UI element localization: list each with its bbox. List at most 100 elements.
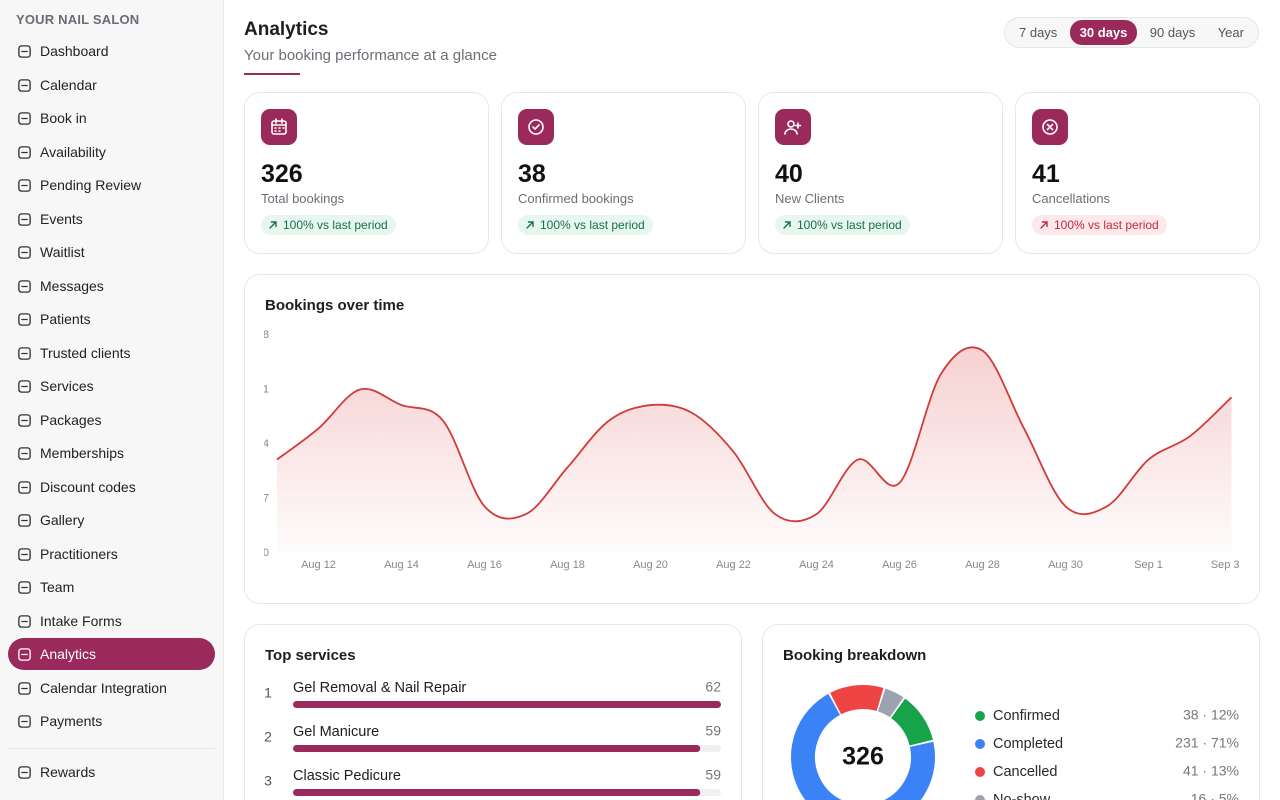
change-text: 100% vs last period <box>797 218 902 232</box>
chart-title: Bookings over time <box>265 297 405 314</box>
nav-item[interactable]: Dashboard <box>8 35 215 67</box>
icon <box>18 313 31 326</box>
icon <box>18 447 31 460</box>
stat-card: 326 Total bookings 100% vs last period <box>244 92 489 254</box>
icon <box>784 120 802 135</box>
trend-icon <box>269 221 277 229</box>
nav-item[interactable]: Rewards <box>8 756 215 788</box>
icon <box>18 246 31 259</box>
nav-item[interactable]: Intake Forms <box>8 605 215 637</box>
nav-label: Events <box>40 210 83 227</box>
icon <box>18 547 31 561</box>
divider <box>8 748 215 749</box>
icon <box>18 112 31 125</box>
range-option[interactable]: 7 days <box>1019 25 1058 40</box>
change-text: 100% vs last period <box>283 218 388 232</box>
stat-icon <box>261 109 297 145</box>
icon <box>18 480 31 494</box>
sidebar: YOUR NAIL SALON Dashboard Calendar Book in… <box>0 0 224 800</box>
stat-icon <box>518 109 554 145</box>
nav-label: Patients <box>40 311 91 327</box>
nav-item[interactable]: Payments <box>8 705 215 737</box>
icon <box>18 145 31 159</box>
nav-label: Messages <box>40 277 104 294</box>
nav-item[interactable]: Calendar Integration <box>8 672 215 704</box>
trend-icon <box>526 221 534 229</box>
chart-title: Top services <box>265 647 356 664</box>
stat-icon <box>775 109 811 145</box>
icon <box>18 681 31 695</box>
range-option[interactable]: 90 days <box>1149 25 1196 40</box>
nav-label: Rewards <box>40 764 96 780</box>
nav-label: Discount codes <box>40 478 136 495</box>
nav-label: Memberships <box>40 445 125 461</box>
stat-card: 38 Confirmed bookings 100% vs last period <box>501 92 746 254</box>
icon <box>18 279 31 293</box>
nav-item[interactable]: Pending Review <box>8 169 215 201</box>
nav-label: Gallery <box>40 512 85 528</box>
stat-value: 326 <box>261 160 303 188</box>
change-text: 100% vs last period <box>1054 218 1159 232</box>
change-text: 100% vs last period <box>540 218 645 232</box>
nav-item[interactable]: Calendar <box>8 69 215 101</box>
icon <box>18 380 31 393</box>
nav-label: Calendar Integration <box>40 679 167 696</box>
nav-item[interactable]: Patients <box>8 303 215 335</box>
nav-label: Services <box>40 378 94 394</box>
icon <box>18 614 31 628</box>
page-title: Analytics <box>244 19 329 40</box>
icon <box>18 715 31 728</box>
icon <box>18 648 31 661</box>
nav-item[interactable]: Trusted clients <box>8 337 215 369</box>
icon <box>271 118 287 135</box>
nav-item[interactable]: Analytics <box>8 638 215 670</box>
nav-label: Pending Review <box>40 177 142 193</box>
nav-label: Intake Forms <box>40 612 122 629</box>
page-subtitle: Your booking performance at a glance <box>244 47 497 64</box>
stat-value: 38 <box>518 160 546 188</box>
nav-item[interactable]: Messages <box>8 270 215 302</box>
nav-label: Dashboard <box>40 43 109 59</box>
nav-item[interactable]: Practitioners <box>8 538 215 570</box>
range-option[interactable]: Year <box>1217 25 1244 40</box>
top-services-card: Top services <box>244 624 742 800</box>
nav-item[interactable]: Packages <box>8 404 215 436</box>
trend-icon <box>783 221 791 229</box>
icon <box>18 581 31 594</box>
chart-title: Booking breakdown <box>783 647 927 664</box>
nav-label: Book in <box>40 110 87 126</box>
icon <box>18 346 31 360</box>
nav-label: Waitlist <box>40 244 85 260</box>
icon <box>18 45 31 58</box>
icon <box>18 766 31 779</box>
nav-item[interactable]: Services <box>8 370 215 402</box>
icon <box>18 179 31 192</box>
nav-label: Payments <box>40 713 103 729</box>
stat-value: 41 <box>1032 160 1060 188</box>
stat-label: Confirmed bookings <box>518 191 634 206</box>
nav-item[interactable]: Availability <box>8 136 215 168</box>
icon <box>528 119 544 135</box>
stat-card: 41 Cancellations 100% vs last period <box>1015 92 1260 254</box>
nav-item[interactable]: Gallery <box>8 504 215 536</box>
change-badge: 100% vs last period <box>518 215 653 235</box>
nav-label: Packages <box>40 411 102 428</box>
nav-item[interactable]: Discount codes <box>8 471 215 503</box>
range-option[interactable]: 30 days <box>1069 20 1138 45</box>
breakdown-card: Booking breakdown <box>762 624 1260 800</box>
stat-label: Total bookings <box>261 191 345 206</box>
title-underline <box>244 73 300 75</box>
nav-item[interactable]: Memberships <box>8 437 215 469</box>
icon <box>18 413 31 427</box>
icon <box>18 78 31 92</box>
nav-item[interactable]: Team <box>8 571 215 603</box>
stat-icon <box>1032 109 1068 145</box>
nav-label: Calendar <box>40 76 97 93</box>
nav-item[interactable]: Events <box>8 203 215 235</box>
stat-label: New Clients <box>775 191 845 206</box>
change-badge: 100% vs last period <box>1032 215 1167 235</box>
stat-label: Cancellations <box>1032 191 1111 206</box>
nav-item[interactable]: Waitlist <box>8 236 215 268</box>
nav-item[interactable]: Book in <box>8 102 215 134</box>
